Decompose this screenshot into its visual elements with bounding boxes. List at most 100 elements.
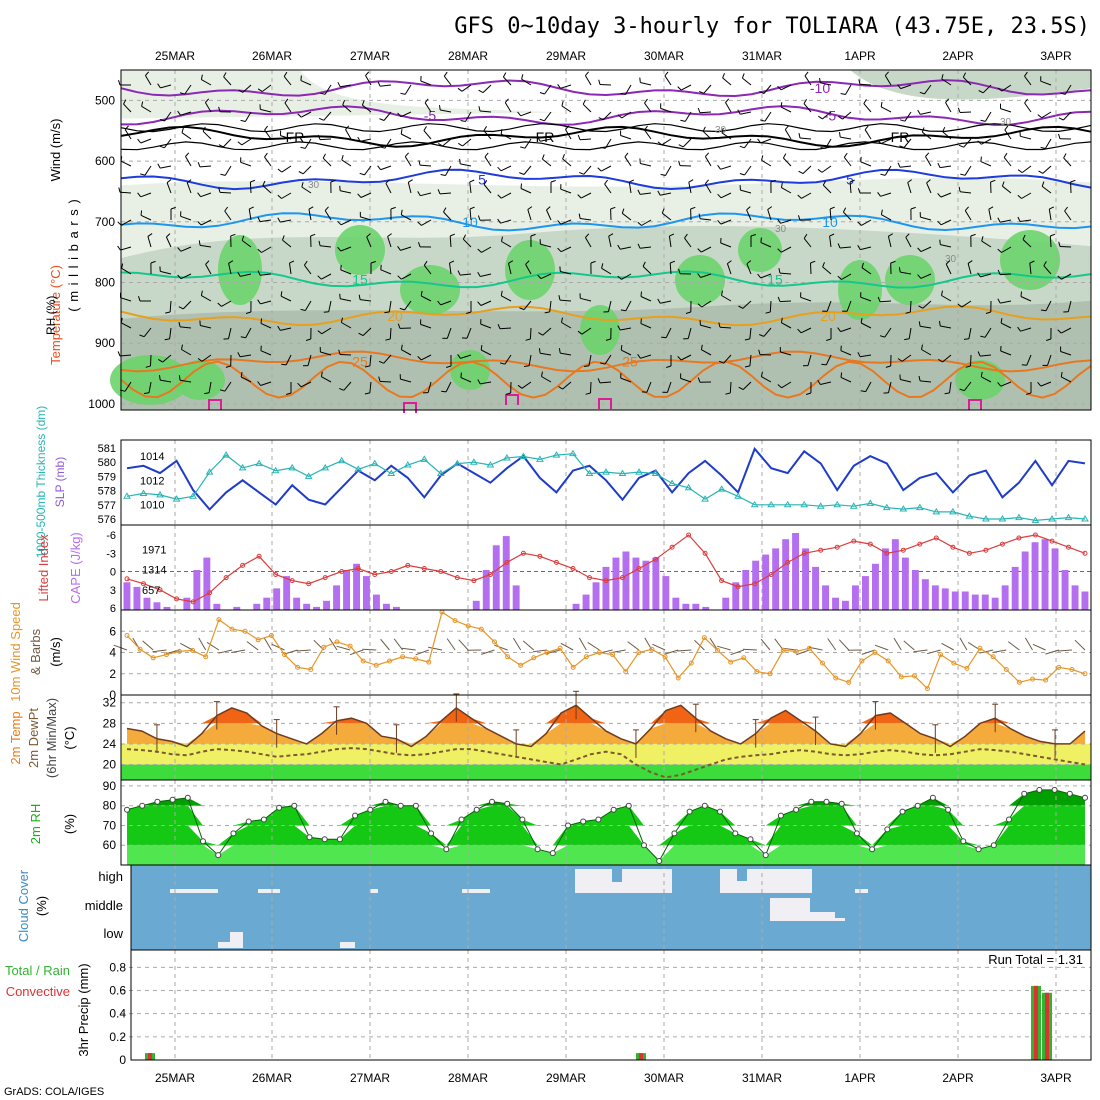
rh-tick: 60 xyxy=(103,838,117,852)
wind-barb-flag xyxy=(558,348,561,354)
wind10-line xyxy=(126,611,1086,690)
wind-barb-flag xyxy=(138,296,141,302)
wind-barb xyxy=(701,246,712,253)
wind-barb xyxy=(665,327,672,339)
wind-barb xyxy=(262,185,272,194)
thickness-point xyxy=(618,469,627,477)
rh2m-point xyxy=(899,808,906,815)
wind-barb xyxy=(223,138,232,148)
rh2m-point xyxy=(124,806,130,813)
wind-barb-flag xyxy=(621,208,625,214)
wind-barb-flag xyxy=(965,365,971,368)
lifted-index-point xyxy=(851,538,857,544)
wind-barb-flag xyxy=(926,179,931,184)
rh-tick: 90 xyxy=(103,779,117,793)
cape-bar xyxy=(283,576,291,610)
isotherm-label: 5 xyxy=(478,171,486,187)
wind-barb xyxy=(580,297,592,302)
panel-bg xyxy=(131,950,1091,1060)
wind-barb-flag xyxy=(181,344,183,350)
lifted-index-line xyxy=(126,534,1086,603)
wind-barb-flag xyxy=(264,125,269,131)
wind-barb xyxy=(321,376,332,383)
wind10-barb xyxy=(709,637,718,651)
isotherm-30-mark xyxy=(598,398,612,409)
wind10-barb xyxy=(578,637,587,651)
wind-barb-flag xyxy=(520,183,522,189)
date-label-top: 1APR xyxy=(844,49,876,63)
wind10-point xyxy=(1030,676,1035,682)
wind-barb xyxy=(749,354,752,366)
rh2m-point xyxy=(154,798,161,805)
wind-barb xyxy=(967,263,972,275)
wind10-point xyxy=(518,662,524,668)
wind-barb-flag xyxy=(539,118,545,122)
wind-barb xyxy=(1041,111,1052,119)
wind-barb xyxy=(140,214,152,221)
cape-tick: 657 xyxy=(142,585,160,597)
wind-barb xyxy=(501,241,512,248)
wind-barb-flag xyxy=(1058,241,1061,247)
wind-barb xyxy=(1040,381,1052,387)
wind-barb xyxy=(383,111,392,121)
wind-barb xyxy=(602,111,612,121)
wind-barb-flag xyxy=(469,179,475,183)
wind10-barb xyxy=(512,637,522,651)
wind-barb xyxy=(780,84,792,91)
thickness-point xyxy=(948,507,957,515)
wind-barb-flag xyxy=(177,274,182,280)
wind-barb xyxy=(380,165,392,171)
wind-barb xyxy=(781,187,792,194)
wind-barb-flag xyxy=(767,206,773,210)
wind-barb-flag xyxy=(839,132,841,138)
wind-barb-flag xyxy=(905,233,910,238)
wind-barb-flag xyxy=(921,344,923,350)
wind-barb-flag xyxy=(257,381,262,386)
wind-barb xyxy=(1045,300,1052,312)
wind10-barb xyxy=(774,638,784,651)
cape-bar xyxy=(123,582,131,610)
thickness-point xyxy=(172,495,181,502)
cape-bar xyxy=(1041,539,1049,610)
precip-tick: 0.8 xyxy=(109,960,126,974)
cloud-level-label: middle xyxy=(85,898,123,913)
wind-barb-flag xyxy=(544,311,550,314)
thickness-point xyxy=(767,500,776,508)
wind-barb xyxy=(520,188,532,194)
wind-barb-flag xyxy=(797,215,801,221)
wind-barb xyxy=(120,160,132,167)
wind-barb xyxy=(240,161,252,167)
cloud-high xyxy=(855,889,868,893)
thickness-point xyxy=(800,500,809,508)
wind10-barb xyxy=(587,641,600,651)
wind-barb-flag xyxy=(629,179,635,183)
wind-barb xyxy=(341,159,352,167)
wind-barb xyxy=(801,192,812,199)
wind-barb-flag xyxy=(457,354,461,359)
wind10-barb xyxy=(838,639,850,651)
wind10-point xyxy=(373,662,379,668)
wind-barb-flag xyxy=(424,98,429,104)
wind-barb xyxy=(949,381,952,393)
wind-barb-flag xyxy=(457,87,463,92)
wind-barb xyxy=(362,327,372,336)
wind-barb-flag xyxy=(600,362,606,365)
precip-conv-label: Convective xyxy=(6,984,70,999)
wind-barb-flag xyxy=(478,106,481,112)
wind10-barb xyxy=(913,649,928,653)
wind-barb-flag xyxy=(300,308,306,311)
wind-barb xyxy=(1067,300,1072,312)
wind-barb-flag xyxy=(186,179,192,184)
wind-barb-flag xyxy=(178,306,184,310)
wind-barb xyxy=(385,183,392,194)
wind-barb-flag xyxy=(137,138,142,144)
wind-barb-flag xyxy=(624,152,629,158)
wind-barb-flag xyxy=(519,307,525,311)
wind-barb-flag xyxy=(821,363,827,366)
wind-barb-flag xyxy=(938,358,943,363)
wind-barb-flag xyxy=(397,275,402,280)
wind-barb-flag xyxy=(780,182,783,188)
lifted-index-point xyxy=(438,569,444,574)
wind-barb xyxy=(164,111,172,122)
wind-barb-flag xyxy=(829,206,835,210)
